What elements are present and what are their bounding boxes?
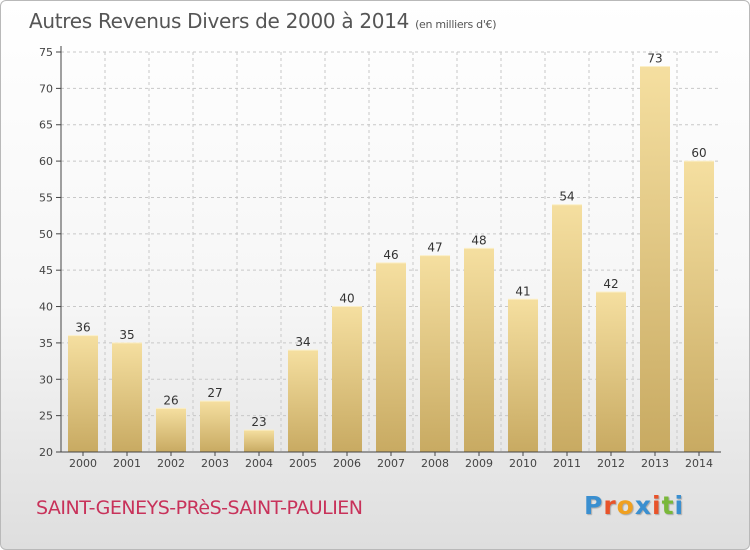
x-tick-label-2008: 2008: [421, 457, 449, 470]
bar-2007: [376, 262, 406, 452]
chart-title-text: Autres Revenus Divers de 2000 à 2014: [29, 9, 410, 33]
x-tick-label-2000: 2000: [69, 457, 97, 470]
chart-subtitle: (en milliers d'€): [415, 18, 497, 31]
x-tick-label-2002: 2002: [157, 457, 185, 470]
chart-title: Autres Revenus Divers de 2000 à 2014 (en …: [29, 9, 497, 33]
value-label-2003: 27: [207, 386, 222, 400]
value-label-2013: 73: [647, 52, 662, 66]
brand-letter: x: [634, 491, 652, 520]
x-tick-label-2004: 2004: [245, 457, 273, 470]
value-label-2006: 40: [339, 292, 354, 306]
bar-2013: [640, 66, 670, 452]
bar-2004: [244, 430, 274, 452]
y-tick-label: 45: [39, 264, 53, 277]
bar-2005: [288, 350, 318, 452]
value-label-2004: 23: [251, 415, 266, 429]
brand-letter: t: [661, 491, 675, 520]
value-label-2012: 42: [603, 277, 618, 291]
bar-2000: [68, 335, 98, 452]
x-tick-label-2009: 2009: [465, 457, 493, 470]
y-tick-label: 55: [39, 191, 53, 204]
brand-letter: o: [616, 491, 635, 520]
value-label-2009: 48: [471, 233, 486, 247]
value-label-2005: 34: [295, 335, 310, 349]
x-tick-label-2010: 2010: [509, 457, 537, 470]
bar-2002: [156, 408, 186, 452]
brand-logo: Proxiti: [584, 491, 684, 520]
bar-2003: [200, 401, 230, 452]
y-tick-label: 35: [39, 337, 53, 350]
bar-2009: [464, 248, 494, 452]
bar-2001: [112, 342, 142, 452]
value-label-2010: 41: [515, 284, 530, 298]
x-tick-label-2012: 2012: [597, 457, 625, 470]
y-tick-label: 65: [39, 119, 53, 132]
location-name: SAINT-GENEYS-PRèS-SAINT-PAULIEN: [36, 497, 363, 519]
y-tick-label: 25: [39, 410, 53, 423]
x-tick-label-2006: 2006: [333, 457, 361, 470]
x-tick-label-2014: 2014: [685, 457, 713, 470]
axes: 20 25 30 35 40 45 50 55 60 65 70 75 2000 2001 2002 2003…: [39, 46, 721, 470]
bar-2012: [596, 292, 626, 452]
brand-letter: i: [674, 491, 685, 520]
x-tick-label-2003: 2003: [201, 457, 229, 470]
bars: [68, 66, 714, 452]
y-tick-label: 75: [39, 46, 53, 59]
bar-2010: [508, 299, 538, 452]
y-tick-label: 60: [39, 155, 53, 168]
value-labels: 36 35 26 27 23 34 40 46 47 48 41 54 42 73 60: [75, 52, 706, 430]
bar-2011: [552, 204, 582, 452]
bar-2006: [332, 306, 362, 452]
bar-2014: [684, 161, 714, 452]
y-tick-label: 20: [39, 446, 53, 459]
y-tick-label: 70: [39, 82, 53, 95]
y-tick-label: 40: [39, 301, 53, 314]
x-tick-label-2007: 2007: [377, 457, 405, 470]
value-label-2007: 46: [383, 248, 398, 262]
y-tick-label: 50: [39, 228, 53, 241]
value-label-2014: 60: [691, 146, 706, 160]
value-label-2008: 47: [427, 241, 442, 255]
x-tick-label-2011: 2011: [553, 457, 581, 470]
x-tick-label-2001: 2001: [113, 457, 141, 470]
value-label-2011: 54: [559, 190, 574, 204]
bar-2008: [420, 255, 450, 452]
value-label-2001: 35: [119, 328, 134, 342]
y-tick-label: 30: [39, 373, 53, 386]
brand-letter: P: [584, 491, 604, 520]
x-tick-label-2013: 2013: [641, 457, 669, 470]
brand-letter: r: [603, 491, 617, 520]
x-tick-label-2005: 2005: [289, 457, 317, 470]
value-label-2002: 26: [163, 393, 178, 407]
value-label-2000: 36: [75, 321, 90, 335]
brand-letter: i: [652, 491, 662, 520]
